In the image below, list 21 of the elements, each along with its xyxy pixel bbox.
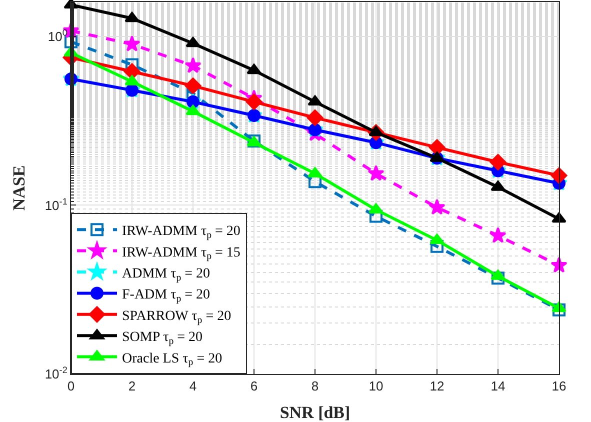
- x-tick-label: 2: [128, 378, 136, 394]
- legend-label: IRW-ADMM τ$_{p}$ = 20: [122, 224, 240, 241]
- x-tick-label: 6: [250, 378, 258, 394]
- y-tick-label: 10$^{-2}$: [44, 365, 68, 382]
- x-tick-label: 14: [490, 378, 506, 394]
- x-tick-label: 16: [552, 378, 566, 394]
- x-tick-label: 10: [368, 378, 384, 394]
- legend-label: SOMP τ$_{p}$ = 20: [122, 330, 203, 347]
- legend-label: Oracle LS τ$_{p}$ = 20: [122, 351, 222, 368]
- x-axis-title: SNR [dB]: [280, 403, 350, 422]
- x-tick-label: 12: [430, 378, 444, 394]
- legend-label: ADMM τ$_{p}$ = 20: [122, 266, 210, 284]
- x-tick-label: 4: [189, 378, 197, 394]
- y-axis-title: NASE: [9, 165, 28, 211]
- x-tick-label: 0: [67, 378, 75, 394]
- y-tick-label: 10$^{0}$: [48, 28, 68, 44]
- x-tick-label: 8: [311, 378, 319, 394]
- legend-label: IRW-ADMM τ$_{p}$ = 15: [122, 245, 240, 262]
- legend-label: F-ADM τ$_{p}$ = 20: [122, 288, 210, 305]
- y-tick-label: 10$^{-1}$: [44, 196, 68, 213]
- legend-label: SPARROW τ$_{p}$ = 20: [122, 308, 232, 326]
